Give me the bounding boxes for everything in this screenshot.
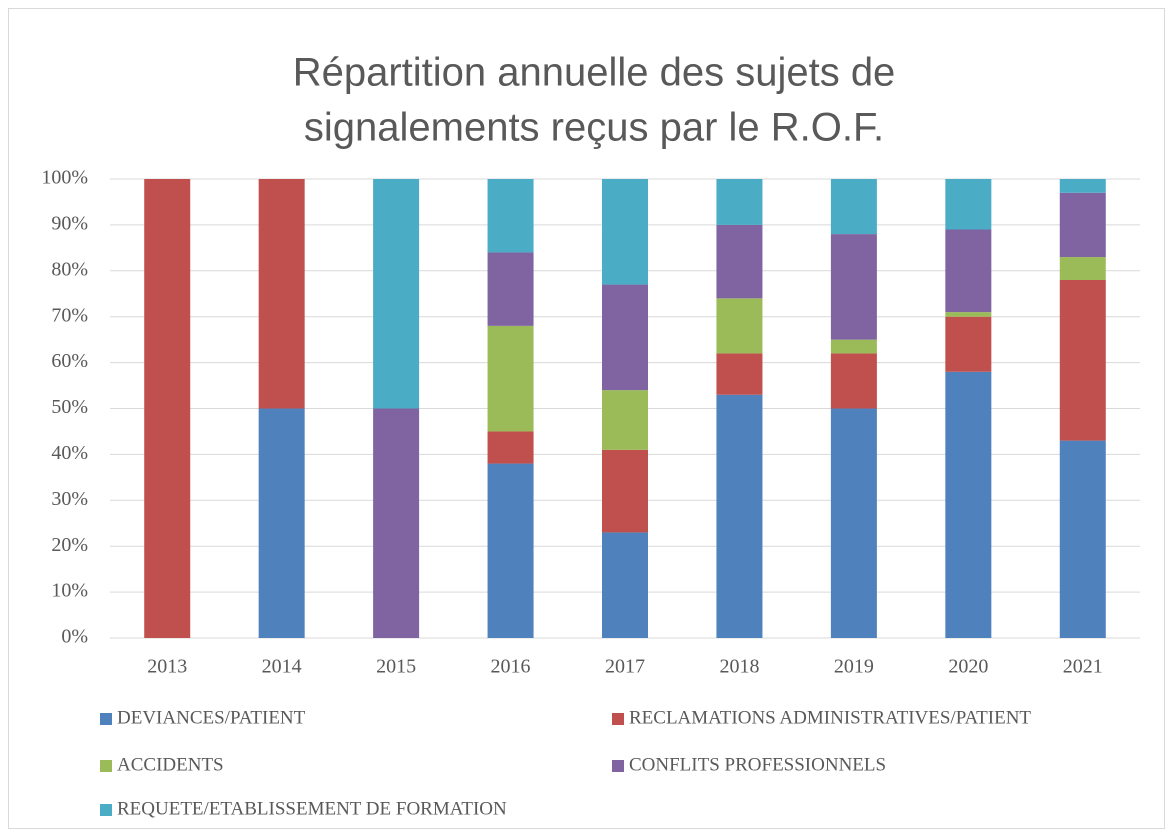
bar-segment (602, 449, 648, 533)
bar-segment (487, 431, 534, 464)
bar-segment (716, 353, 763, 395)
bar-segment (602, 532, 648, 638)
x-tick-label: 2016 (491, 656, 531, 678)
bar-segment (258, 408, 305, 638)
bar-segment (602, 284, 648, 391)
bar-segment (1059, 179, 1106, 193)
bar-segment (602, 179, 648, 285)
bar-segment (830, 353, 877, 409)
bar-segment (945, 316, 992, 372)
bar-segment (830, 179, 877, 235)
legend-swatch (100, 713, 112, 725)
bar-segment (1059, 440, 1106, 638)
x-tick-label: 2020 (948, 656, 988, 678)
bar-segment (830, 408, 877, 638)
bar-segment (1059, 192, 1106, 258)
bar-segment (716, 298, 763, 354)
bar-segment (487, 463, 534, 638)
bar-segment (716, 394, 763, 638)
x-tick-label: 2019 (834, 656, 874, 678)
y-tick-label: 20% (51, 534, 88, 556)
x-tick-label: 2017 (605, 656, 645, 678)
legend-swatch (612, 760, 624, 772)
y-tick-label: 90% (51, 212, 88, 234)
y-tick-label: 100% (41, 167, 88, 189)
y-tick-label: 30% (51, 488, 88, 510)
x-tick-label: 2014 (262, 656, 302, 678)
y-tick-label: 80% (51, 258, 88, 280)
y-tick-label: 40% (51, 442, 88, 464)
bar-segment (945, 371, 992, 638)
legend-label: RECLAMATIONS ADMINISTRATIVES/PATIENT (629, 707, 1031, 728)
x-tick-label: 2018 (719, 656, 759, 678)
bar-segment (487, 252, 534, 326)
bar-segment (373, 408, 420, 638)
bar-segment (1059, 257, 1106, 280)
bar-segment (144, 179, 191, 638)
bar-segment (830, 339, 877, 354)
legend-swatch (100, 760, 112, 772)
x-tick-label: 2015 (376, 656, 416, 678)
y-tick-label: 10% (51, 580, 88, 602)
y-tick-label: 0% (61, 626, 88, 648)
y-tick-label: 60% (51, 350, 88, 372)
legend-label: ACCIDENTS (117, 754, 224, 775)
bar-segment (716, 179, 763, 225)
bar-segment (373, 179, 420, 409)
chart-title: signalements reçus par le R.O.F. (304, 106, 884, 150)
x-tick-label: 2013 (147, 656, 187, 678)
legend-label: DEVIANCES/PATIENT (117, 707, 306, 728)
legend-label: REQUETE/ETABLISSEMENT DE FORMATION (117, 798, 507, 819)
y-tick-label: 70% (51, 304, 88, 326)
bar-segment (487, 179, 534, 253)
bar-segment (716, 224, 763, 299)
chart-title: Répartition annuelle des sujets de (293, 51, 896, 95)
bar-segment (945, 229, 992, 313)
x-tick-label: 2021 (1063, 656, 1103, 678)
bar-segment (258, 179, 305, 409)
bar-segment (830, 234, 877, 340)
legend-swatch (612, 713, 624, 725)
bar-segment (487, 325, 534, 432)
legend-label: CONFLITS PROFESSIONNELS (629, 754, 886, 775)
bar-segment (602, 390, 648, 450)
bar-segment (945, 179, 992, 230)
bar-segment (1059, 279, 1106, 441)
legend-swatch (100, 804, 112, 816)
bar-segment (945, 312, 992, 317)
y-tick-label: 50% (51, 396, 88, 418)
